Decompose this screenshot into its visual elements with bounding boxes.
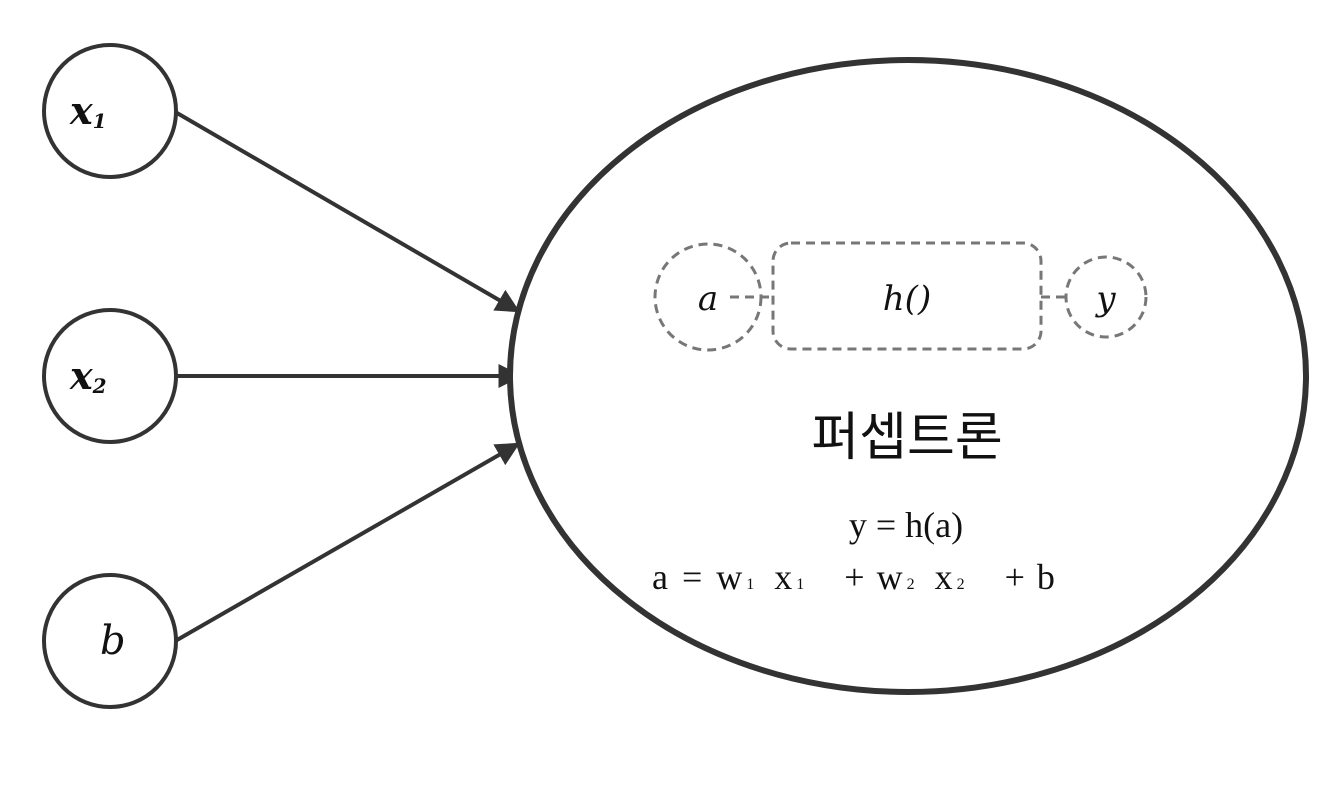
activation-flow: a h() y — [653, 241, 1148, 352]
input-node-b: b — [42, 573, 178, 709]
input-x2-main: x — [69, 353, 94, 398]
eq-b: b — [1037, 557, 1055, 597]
eq-x1: x — [774, 557, 792, 597]
equation-a: a = w 1 x 1 + w 2 x 2 + b — [652, 557, 1055, 597]
input-node-x2-label: x2 — [69, 353, 107, 398]
eq-x2: x — [935, 557, 953, 597]
activation-input-a-label: a — [698, 279, 718, 319]
input-x2-subscript: 2 — [92, 374, 107, 398]
eq-w2-sub: 2 — [907, 576, 915, 593]
output-y-circle — [1064, 255, 1148, 339]
eq-w1-sub: 1 — [746, 576, 754, 593]
eq-plus-1: + — [844, 557, 864, 597]
eq-a: a — [652, 557, 668, 597]
eq-equals: = — [682, 557, 702, 597]
activation-function-label: h() — [883, 279, 931, 319]
eq-x2-sub: 2 — [957, 576, 965, 593]
eq-x1-sub: 1 — [796, 576, 804, 593]
input-x1-subscript: 1 — [93, 109, 107, 133]
input-node-b-circle — [42, 573, 178, 709]
edge-b-to-perceptron — [176, 442, 521, 642]
eq-plus-2: + — [1005, 557, 1025, 597]
eq-w2: w — [877, 557, 903, 597]
input-x1-main: x — [69, 88, 94, 133]
input-node-x1: x1 — [42, 43, 178, 179]
activation-function-box — [771, 241, 1043, 351]
input-node-x1-circle — [42, 43, 178, 179]
input-node-x2-circle — [42, 308, 178, 444]
input-node-x1-label: x1 — [69, 88, 107, 133]
perceptron-title: 퍼셉트론 — [811, 408, 1002, 468]
perceptron-ellipse — [507, 57, 1309, 695]
edge-x1-to-perceptron — [175, 111, 521, 313]
eq-w1: w — [716, 557, 742, 597]
output-y-label: y — [1094, 279, 1116, 319]
equation-y: y = h(a) — [849, 505, 963, 545]
input-node-x2: x2 — [42, 308, 178, 444]
input-node-b-label: b — [100, 618, 126, 664]
